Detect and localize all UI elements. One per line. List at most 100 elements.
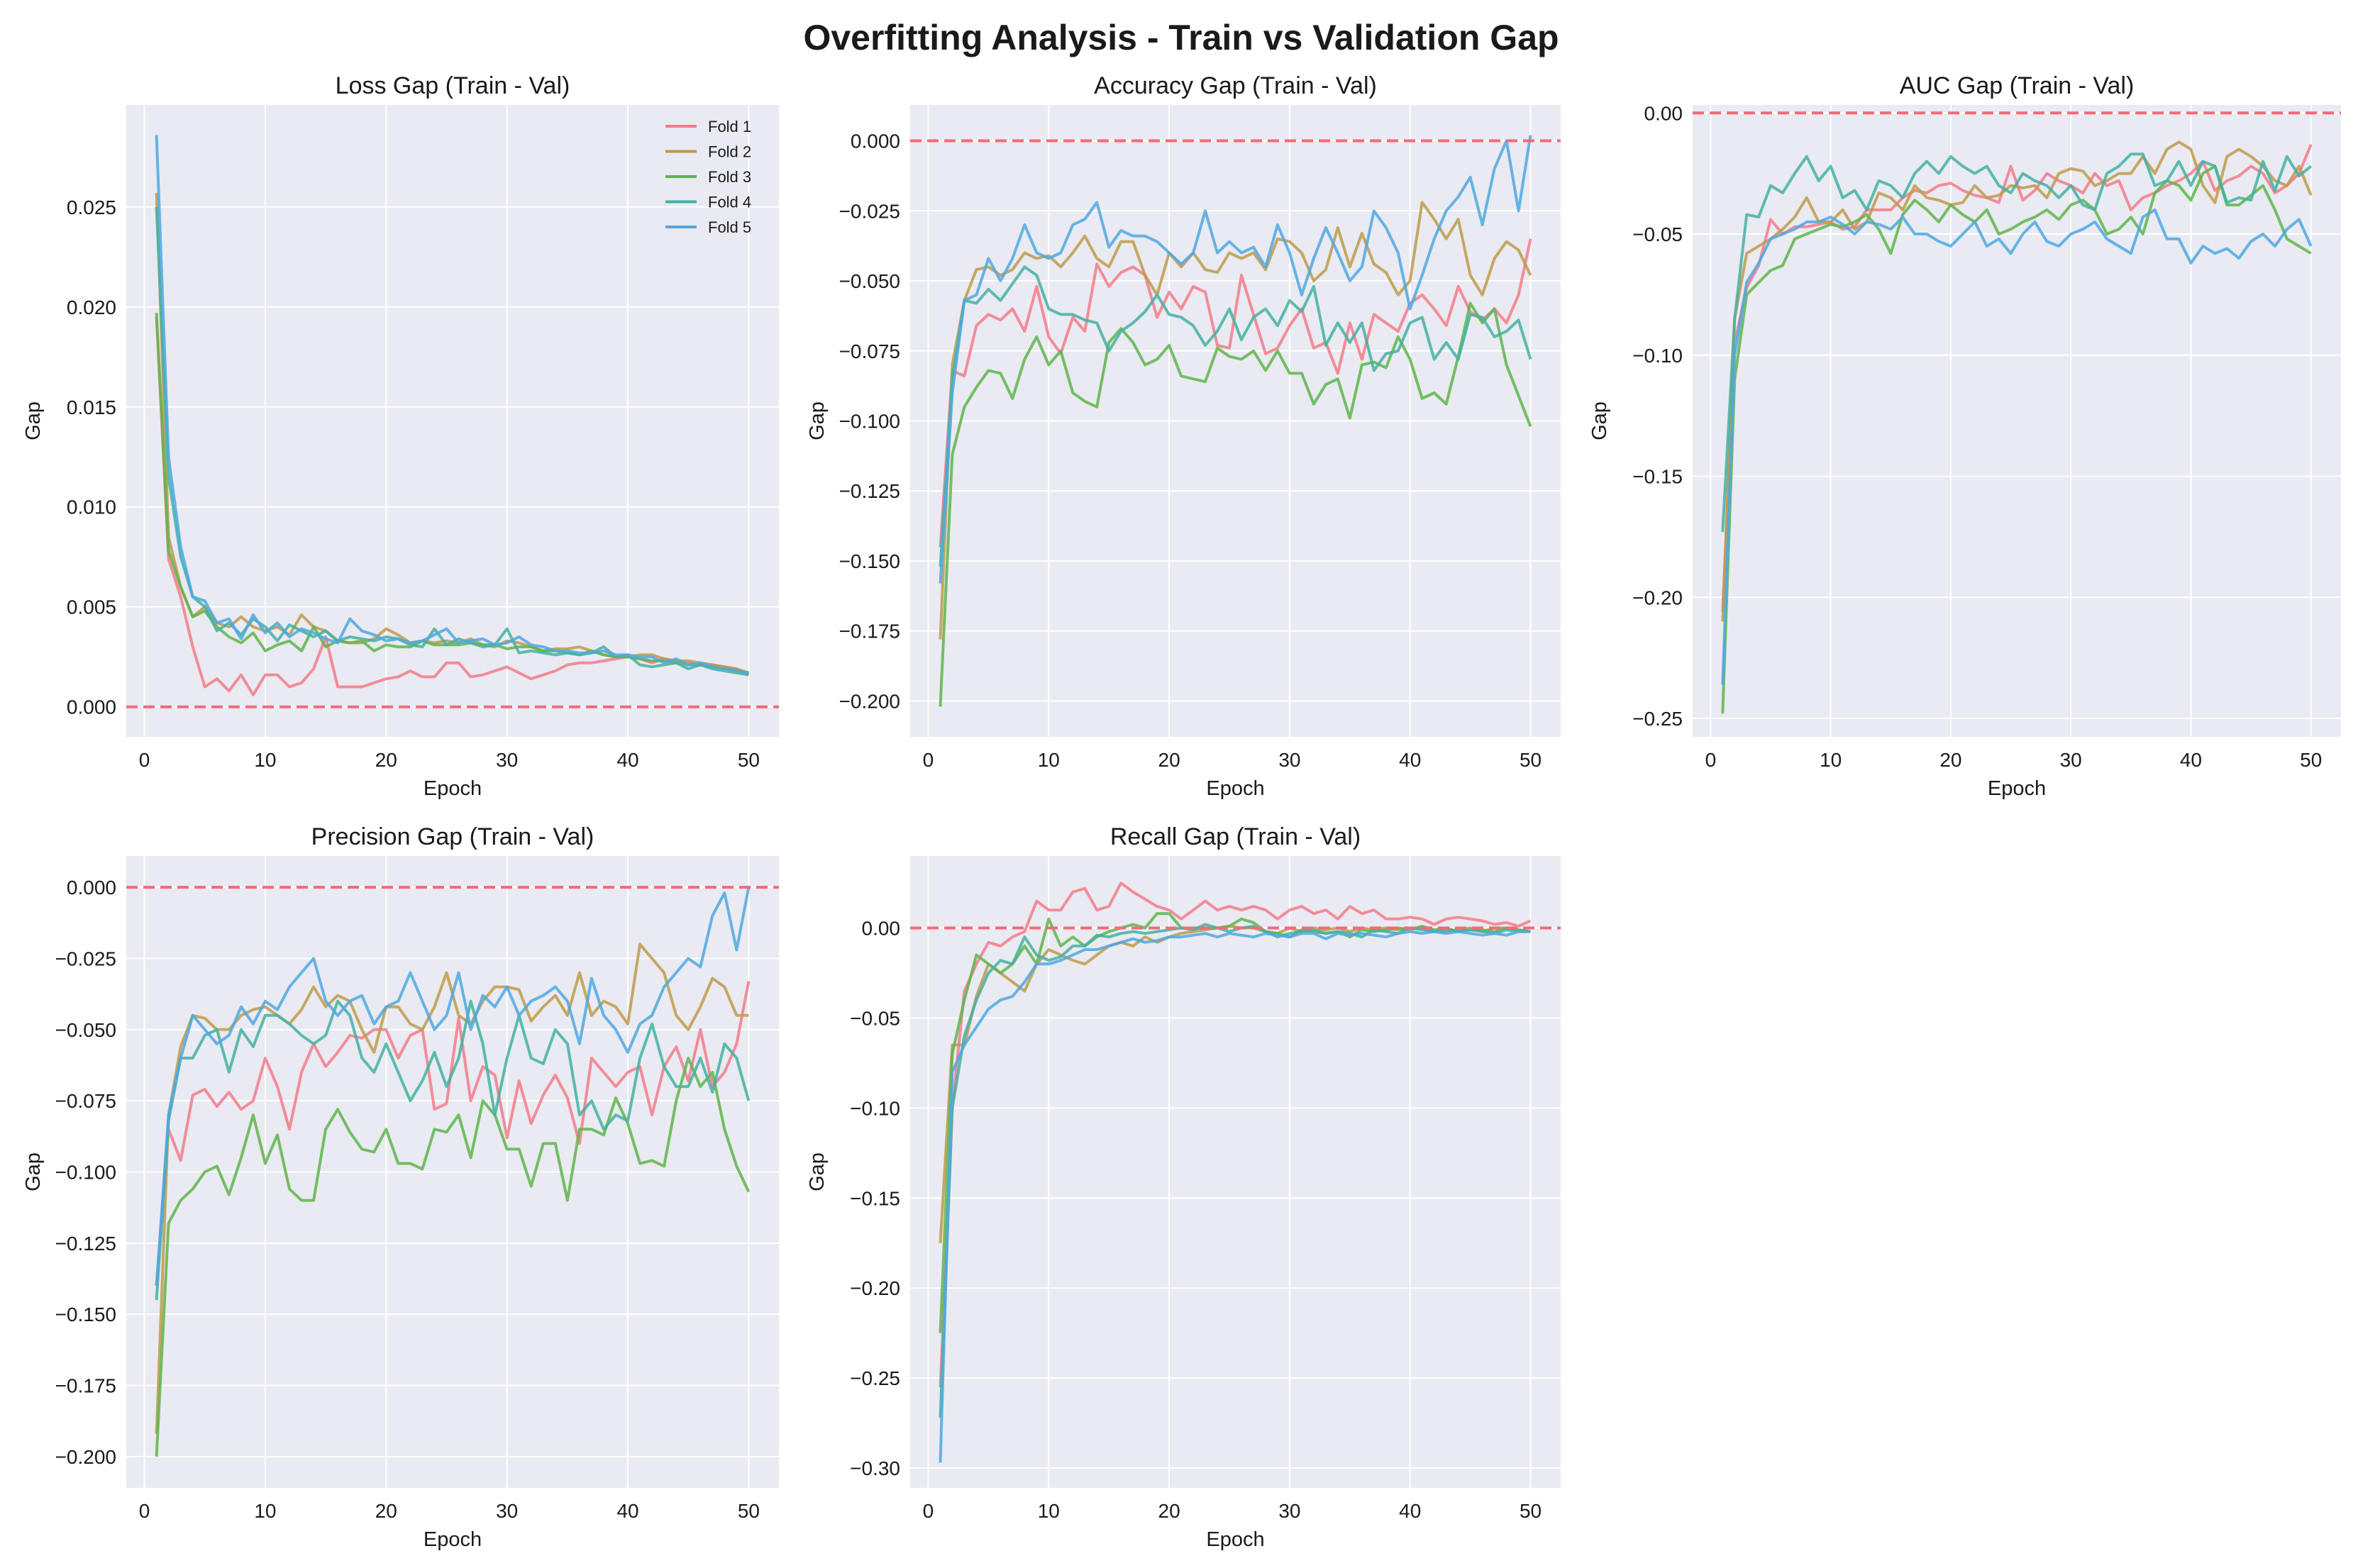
loss-line-fold-3: [155, 313, 749, 674]
precision-subplot: 0 10 20 30 40 50 0.000 −0.025 −0.050 −0.075 −0.100…: [22, 823, 779, 1551]
accuracy-line-fold-3: [939, 301, 1532, 707]
loss-title: Loss Gap (Train - Val): [336, 72, 570, 99]
auc-y-tick-label: −0.25: [1632, 708, 1683, 730]
accuracy-y-tick-label: −0.100: [839, 411, 900, 433]
loss-subplot: 0 10 20 30 40 50 0.000 0.005 0.010 0.015 0.020 0.02…: [22, 72, 779, 800]
recall-title: Recall Gap (Train - Val): [1110, 823, 1361, 850]
accuracy-series-group: [939, 135, 1532, 707]
recall-grid: [910, 856, 1561, 1488]
accuracy-x-tick-label: 40: [1399, 749, 1421, 771]
recall-line-fold-5: [939, 930, 1531, 1463]
accuracy-title: Accuracy Gap (Train - Val): [1094, 72, 1377, 99]
accuracy-x-tick-label: 20: [1158, 749, 1180, 771]
accuracy-x-tick-label: 0: [923, 749, 934, 771]
auc-x-tick-label: 10: [1820, 749, 1842, 771]
accuracy-y-tick-label: −0.050: [839, 270, 900, 292]
auc-x-tick-label: 40: [2180, 749, 2202, 771]
legend-label-fold-2: Fold 2: [708, 143, 751, 161]
precision-y-tick-label: −0.050: [55, 1019, 116, 1041]
loss-x-tick-label: 0: [139, 749, 150, 771]
recall-y-axis-label: Gap: [806, 1152, 829, 1191]
auc-y-tick-label: −0.20: [1632, 586, 1683, 608]
accuracy-y-tick-label: −0.175: [839, 621, 900, 643]
recall-y-tick-label: −0.20: [850, 1277, 900, 1299]
accuracy-subplot: 0 10 20 30 40 50 0.000 −0.025 −0.050 −0.075 −0.100…: [806, 72, 1561, 800]
accuracy-y-tick-label: −0.025: [839, 200, 900, 222]
precision-y-tick-label: −0.075: [55, 1090, 116, 1112]
loss-y-axis-label: Gap: [22, 401, 45, 440]
recall-y-tick-label: −0.25: [850, 1367, 900, 1389]
loss-series-group: [155, 135, 750, 696]
precision-y-tick-label: −0.175: [55, 1375, 116, 1397]
loss-y-tick-label: 0.015: [67, 396, 116, 418]
auc-title: AUC Gap (Train - Val): [1900, 72, 2135, 99]
precision-y-tick-label: 0.000: [67, 877, 116, 899]
auc-y-tick-label: −0.05: [1632, 223, 1683, 245]
accuracy-y-tick-label: −0.125: [839, 480, 900, 502]
recall-y-tick-label: −0.30: [850, 1457, 900, 1479]
loss-line-fold-1: [155, 316, 750, 696]
legend: Fold 1 Fold 2 Fold 3 Fold 4 Fold 5: [665, 118, 751, 236]
accuracy-line-fold-1: [939, 238, 1532, 547]
precision-y-tick-label: −0.125: [55, 1233, 116, 1255]
precision-y-tick-label: −0.200: [55, 1446, 116, 1468]
auc-y-tick-label: 0.00: [1644, 102, 1683, 124]
auc-x-axis-label: Epoch: [1988, 777, 2046, 800]
recall-subplot: 0 10 20 30 40 50 0.00 −0.05 −0.10 −0.15 −0.20 −0.25…: [806, 823, 1561, 1551]
precision-y-tick-label: −0.100: [55, 1162, 116, 1184]
recall-x-tick-label: 50: [1520, 1500, 1542, 1522]
loss-x-tick-label: 10: [254, 749, 276, 771]
precision-grid: [126, 856, 779, 1488]
loss-y-tick-label: 0.020: [67, 296, 116, 318]
auc-x-tick-label: 50: [2300, 749, 2322, 771]
precision-series-group: [155, 886, 751, 1457]
accuracy-line-fold-5: [939, 135, 1532, 584]
precision-x-tick-label: 30: [496, 1500, 518, 1522]
precision-x-tick-label: 0: [139, 1500, 150, 1522]
loss-x-axis-label: Epoch: [424, 777, 482, 800]
accuracy-grid: [910, 105, 1561, 737]
auc-line-fold-5: [1721, 208, 2313, 685]
auc-y-tick-label: −0.15: [1632, 466, 1683, 488]
loss-y-tick-label: 0.025: [67, 196, 116, 218]
precision-y-axis-label: Gap: [22, 1152, 45, 1191]
accuracy-x-tick-label: 50: [1520, 749, 1542, 771]
precision-line-fold-5: [155, 886, 751, 1286]
recall-x-tick-label: 10: [1038, 1500, 1060, 1522]
accuracy-x-tick-label: 10: [1038, 749, 1060, 771]
recall-plot-area: [910, 856, 1561, 1488]
auc-x-tick-label: 0: [1705, 749, 1717, 771]
recall-y-tick-label: −0.05: [850, 1007, 900, 1029]
precision-x-tick-label: 50: [738, 1500, 760, 1522]
loss-y-tick-label: 0.000: [67, 696, 116, 718]
precision-y-tick-label: −0.025: [55, 947, 116, 969]
legend-label-fold-1: Fold 1: [708, 118, 751, 135]
recall-x-tick-label: 20: [1158, 1500, 1180, 1522]
auc-y-tick-label: −0.10: [1632, 345, 1683, 367]
auc-series-group: [1721, 140, 2313, 714]
auc-y-axis-label: Gap: [1588, 401, 1611, 440]
loss-y-tick-label: 0.005: [67, 596, 116, 618]
loss-x-tick-label: 50: [738, 749, 760, 771]
accuracy-line-fold-2: [939, 201, 1532, 640]
loss-y-tick-label: 0.010: [67, 496, 116, 518]
auc-line-fold-3: [1721, 165, 2312, 714]
precision-line-fold-4: [155, 999, 751, 1301]
recall-y-tick-label: −0.15: [850, 1187, 900, 1209]
accuracy-y-tick-label: −0.200: [839, 690, 900, 712]
precision-x-tick-label: 20: [375, 1500, 397, 1522]
subplot-grid: 0 10 20 30 40 500.0000.0050.0100.0150.0200.02…: [22, 72, 2341, 1551]
recall-line-fold-1: [939, 882, 1532, 1387]
accuracy-line-fold-4: [939, 265, 1532, 567]
loss-x-tick-label: 40: [616, 749, 638, 771]
auc-plot-area: [1693, 105, 2341, 737]
auc-subplot: 0 10 20 30 40 50 0.00 −0.05 −0.10 −0.15 −0.20 −0.25…: [1588, 72, 2341, 800]
loss-x-tick-label: 20: [375, 749, 397, 771]
precision-line-fold-1: [155, 981, 751, 1286]
precision-x-axis-label: Epoch: [424, 1528, 482, 1551]
precision-y-tick-label: −0.150: [55, 1303, 116, 1325]
accuracy-y-axis-label: Gap: [806, 401, 829, 440]
legend-label-fold-3: Fold 3: [708, 168, 751, 186]
figure-title: Overfitting Analysis - Train vs Validati…: [803, 18, 1559, 57]
